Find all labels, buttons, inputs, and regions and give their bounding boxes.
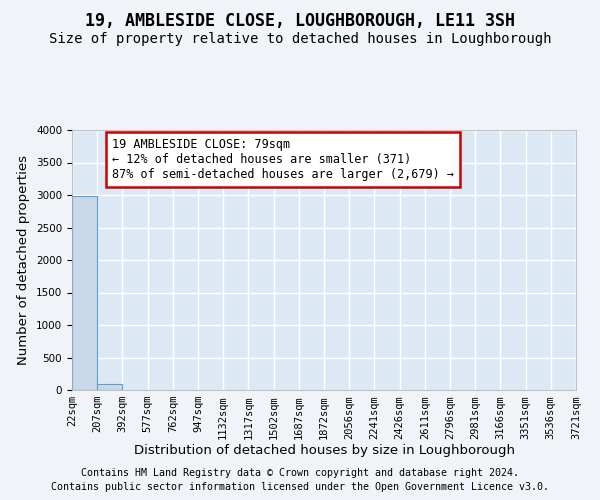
- Text: Contains HM Land Registry data © Crown copyright and database right 2024.: Contains HM Land Registry data © Crown c…: [81, 468, 519, 477]
- Bar: [72, 196, 97, 390]
- Text: 19, AMBLESIDE CLOSE, LOUGHBOROUGH, LE11 3SH: 19, AMBLESIDE CLOSE, LOUGHBOROUGH, LE11 …: [85, 12, 515, 30]
- Y-axis label: Number of detached properties: Number of detached properties: [17, 155, 31, 365]
- Text: Contains public sector information licensed under the Open Government Licence v3: Contains public sector information licen…: [51, 482, 549, 492]
- Text: 19 AMBLESIDE CLOSE: 79sqm
← 12% of detached houses are smaller (371)
87% of semi: 19 AMBLESIDE CLOSE: 79sqm ← 12% of detac…: [112, 138, 454, 181]
- Bar: [97, 384, 122, 390]
- X-axis label: Distribution of detached houses by size in Loughborough: Distribution of detached houses by size …: [133, 444, 515, 457]
- Text: Size of property relative to detached houses in Loughborough: Size of property relative to detached ho…: [49, 32, 551, 46]
